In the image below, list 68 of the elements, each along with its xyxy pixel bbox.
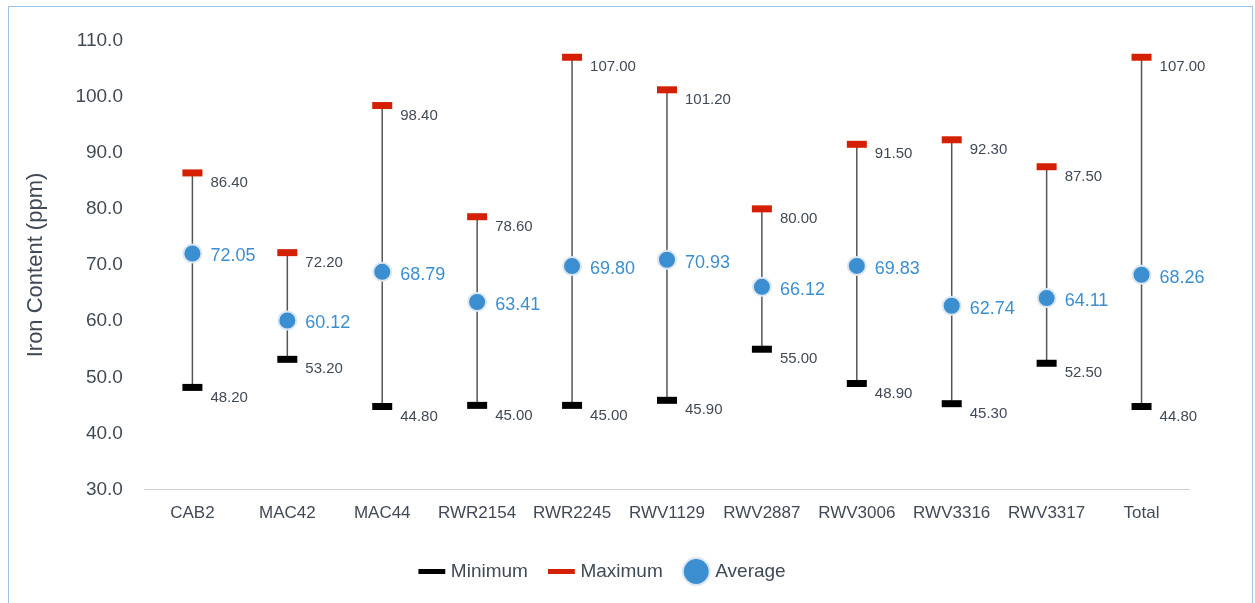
data-label: 44.80	[1159, 406, 1198, 424]
data-label: 69.80	[590, 258, 636, 279]
y-axis-title: Iron Content (ppm)	[22, 172, 48, 358]
data-label: 69.83	[874, 257, 920, 278]
y-tick-label: 100.0	[75, 84, 123, 106]
data-label: 72.05	[210, 245, 256, 266]
x-tick-label: RWV1129	[629, 503, 705, 523]
data-label: 62.74	[969, 297, 1015, 318]
y-tick-label: 40.0	[85, 421, 123, 443]
x-tick-label: RWV3006	[818, 503, 896, 523]
y-tick-label: 110.0	[76, 28, 123, 50]
data-label: 80.00	[779, 208, 818, 226]
x-tick-label: RWV3316	[913, 503, 991, 523]
point	[467, 292, 488, 312]
y-tick-label: 50.0	[85, 365, 123, 387]
data-label: 52.50	[1064, 363, 1103, 381]
data-label: 78.60	[495, 216, 533, 234]
data-label: 66.12	[779, 278, 825, 299]
data-label: 98.40	[400, 105, 438, 123]
x-tick-label: RWR2154	[438, 503, 517, 523]
point	[941, 295, 962, 316]
data-label: 45.90	[684, 400, 723, 418]
x-tick-label: MAC44	[353, 503, 411, 523]
x-tick-label: RWV2887	[723, 503, 801, 523]
y-tick-label: 90.0	[85, 140, 123, 162]
x-tick-label: RWV3317	[1008, 503, 1086, 523]
data-label: 91.50	[874, 144, 913, 162]
data-label: 92.30	[969, 139, 1008, 157]
data-label: 45.30	[969, 403, 1008, 421]
data-label: 72.20	[305, 252, 343, 270]
legend-label: Maximum	[580, 559, 663, 581]
legend-label: Minimum	[450, 559, 528, 581]
point	[182, 243, 203, 264]
y-tick-label: 30.0	[85, 477, 123, 499]
x-tick-label: Total	[1123, 503, 1160, 523]
point	[656, 249, 677, 270]
y-tick-label: 70.0	[85, 253, 123, 275]
data-label: 48.90	[874, 383, 913, 401]
data-label: 107.00	[1159, 57, 1206, 75]
data-label: 68.26	[1159, 266, 1205, 287]
data-label: 86.40	[210, 173, 248, 191]
point	[751, 276, 772, 297]
point	[1036, 288, 1057, 309]
x-tick-label: MAC42	[258, 503, 316, 523]
data-label: 107.00	[590, 57, 636, 75]
data-label: 45.00	[495, 405, 533, 423]
data-label: 48.20	[210, 387, 248, 405]
point	[846, 255, 867, 276]
data-label: 63.41	[495, 293, 541, 314]
point	[1131, 264, 1152, 285]
data-label: 70.93	[684, 251, 731, 272]
x-tick-label: RWR2245	[533, 503, 612, 523]
data-label: 53.20	[305, 359, 343, 377]
data-label: 68.79	[400, 263, 446, 284]
data-label: 55.00	[779, 349, 818, 367]
x-tick-label: CAB2	[170, 503, 215, 523]
data-label: 44.80	[400, 406, 438, 424]
data-label: 64.11	[1064, 290, 1109, 311]
y-tick-label: 80.0	[85, 197, 123, 219]
point	[277, 310, 298, 331]
y-tick-label: 60.0	[85, 309, 123, 331]
data-label: 60.12	[305, 312, 351, 333]
legend-label: Average	[715, 559, 786, 581]
data-label: 87.50	[1064, 166, 1103, 184]
data-label: 45.00	[590, 405, 628, 423]
data-label: 101.20	[684, 89, 731, 107]
point	[372, 261, 393, 282]
point	[562, 256, 583, 277]
